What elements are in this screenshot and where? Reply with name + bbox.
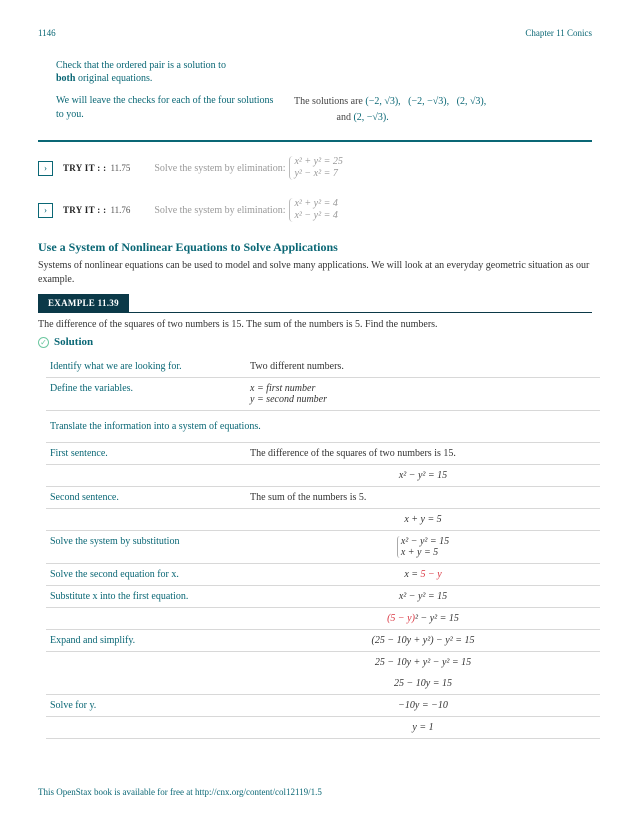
page-header: 1146 Chapter 11 Conics xyxy=(38,28,592,38)
check-circle-icon: ✓ xyxy=(38,337,49,348)
tryit-1: › TRY IT : : 11.75 Solve the system by e… xyxy=(38,156,592,180)
intro-left: We will leave the checks for each of the… xyxy=(56,94,276,126)
footer-text: This OpenStax book is available for free… xyxy=(38,787,322,797)
page-number: 1146 xyxy=(38,28,56,38)
tryit-body: Solve the system by elimination: x² + y²… xyxy=(154,198,337,222)
solution-header: ✓ Solution xyxy=(38,336,592,348)
table-row: Expand and simplify.(25 − 10y + y²) − y²… xyxy=(46,630,600,652)
tryit-2: › TRY IT : : 11.76 Solve the system by e… xyxy=(38,198,592,222)
steps-table: Identify what we are looking for.Two dif… xyxy=(46,356,600,739)
table-row: Solve for y.−10y = −10 xyxy=(46,695,600,717)
table-row: Solve the second equation for x.x = 5 − … xyxy=(46,564,600,586)
tryit-num: 11.75 xyxy=(110,163,130,173)
table-row: x + y = 5 xyxy=(46,509,600,531)
table-row: Solve the system by substitutionx² − y² … xyxy=(46,531,600,564)
divider xyxy=(38,140,592,142)
section-title: Use a System of Nonlinear Equations to S… xyxy=(38,240,592,255)
example-badge: EXAMPLE 11.39 xyxy=(38,294,129,312)
intro-line2: both original equations. xyxy=(56,73,574,84)
table-row: (5 − y)² − y² = 15 xyxy=(46,608,600,630)
tryit-label: TRY IT : : xyxy=(63,163,106,173)
chevron-right-icon[interactable]: › xyxy=(38,161,53,176)
table-row: 25 − 10y = 15 xyxy=(46,673,600,695)
tryit-body: Solve the system by elimination: x² + y²… xyxy=(154,156,342,180)
table-row: Define the variables.x = first numbery =… xyxy=(46,378,600,411)
intro-rest: original equations. xyxy=(75,73,152,84)
intro-block: Check that the ordered pair is a solutio… xyxy=(56,60,574,126)
intro-line1: Check that the ordered pair is a solutio… xyxy=(56,60,574,71)
solution-label: Solution xyxy=(54,336,93,348)
table-row: Translate the information into a system … xyxy=(46,411,600,443)
tryit-label: TRY IT : : xyxy=(63,205,106,215)
chapter-label: Chapter 11 Conics xyxy=(525,28,592,38)
example-underline xyxy=(38,312,592,313)
table-row: 25 − 10y + y² − y² = 15 xyxy=(46,652,600,674)
table-row: Identify what we are looking for.Two dif… xyxy=(46,356,600,378)
table-row: First sentence.The difference of the squ… xyxy=(46,443,600,465)
chevron-right-icon[interactable]: › xyxy=(38,203,53,218)
table-row: y = 1 xyxy=(46,717,600,739)
table-row: Substitute x into the first equation.x² … xyxy=(46,586,600,608)
table-row: x² − y² = 15 xyxy=(46,465,600,487)
intro-bold: both xyxy=(56,73,75,84)
tryit-num: 11.76 xyxy=(110,205,130,215)
problem-text: The difference of the squares of two num… xyxy=(38,319,592,330)
section-desc: Systems of nonlinear equations can be us… xyxy=(38,259,592,286)
table-row: Second sentence.The sum of the numbers i… xyxy=(46,487,600,509)
intro-right: The solutions are (−2, √3), (−2, −√3), (… xyxy=(294,94,574,126)
